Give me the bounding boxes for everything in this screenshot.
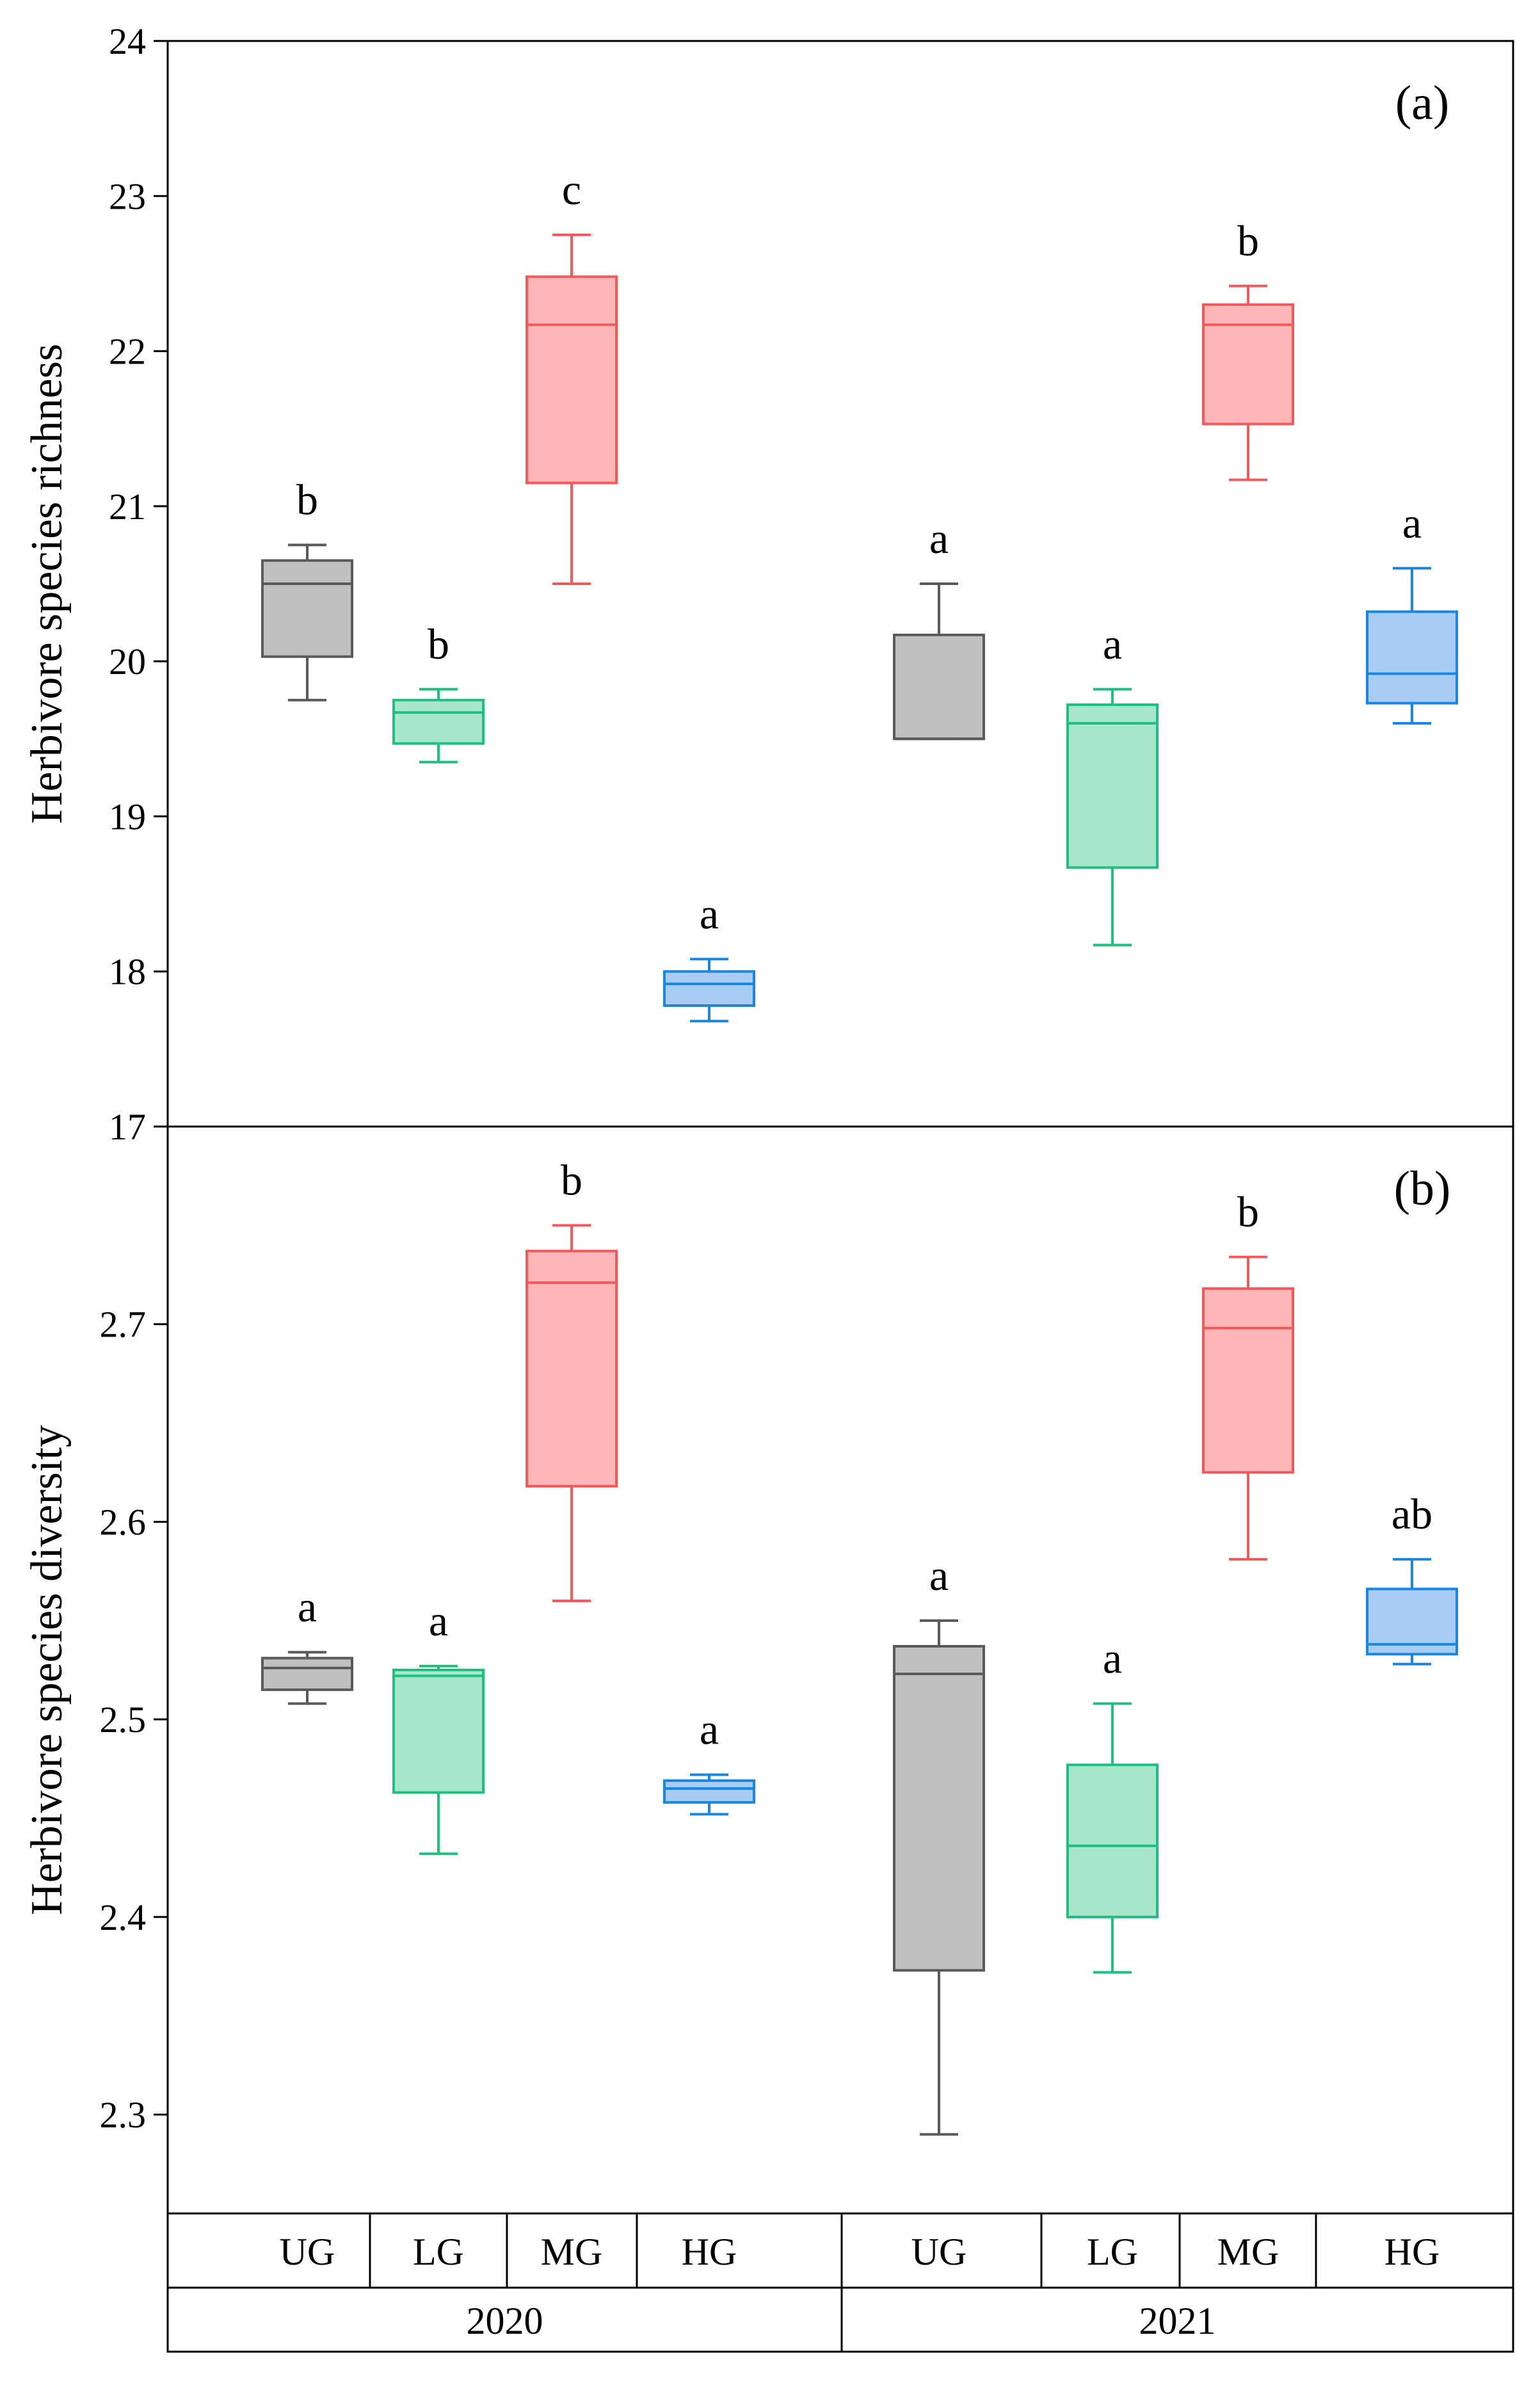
x-group-label: MG [1217,2231,1279,2273]
box-iqr [663,970,755,1007]
box-2020-hg: a [663,1705,755,1816]
box-2021-lg: a [1066,620,1159,947]
significance-letter: ab [1392,1489,1432,1538]
y-tick-label: 20 [109,641,146,682]
box-iqr [261,559,353,658]
box-iqr [663,1779,755,1804]
x-group-label: HG [1384,2231,1440,2273]
y-tick-label: 21 [109,486,146,527]
x-group-label: LG [1087,2231,1138,2273]
box-2020-ug: b [261,475,353,702]
significance-letter: a [1402,499,1422,547]
x-year-label: 2020 [467,2300,543,2342]
y-tick-label: 19 [109,796,146,837]
box-iqr [392,1669,485,1794]
significance-letter: b [428,620,449,668]
y-tick-label: 23 [109,175,146,217]
x-group-label: LG [413,2231,464,2273]
y-tick-label: 2.6 [100,1501,147,1543]
x-group-label: HG [682,2231,737,2273]
significance-letter: a [929,1551,949,1600]
y-tick-label: 2.3 [100,2094,147,2136]
significance-letter: b [296,475,318,524]
x-group-label: UG [911,2231,967,2273]
significance-letter: b [1237,216,1259,265]
box-iqr [1066,703,1159,869]
box-2021-mg: b [1202,1187,1294,1561]
y-axis-label: Herbivore species richness [22,344,72,824]
box-iqr [1202,1287,1294,1474]
significance-letter: a [1103,620,1122,668]
y-tick-label: 18 [109,951,146,993]
box-2021-hg: a [1366,499,1458,725]
x-axis-table: UG LG MG HG UG LG MG HG 2020 2021 [166,2212,1514,2353]
box-2020-lg: b [392,620,485,764]
panel-frame [166,40,1514,1128]
panel-frame [166,1125,1514,2215]
box-2021-lg: a [1066,1633,1159,1974]
box-2020-lg: a [392,1596,485,1856]
box-2020-ug: a [261,1582,353,1705]
significance-letter: b [561,1155,582,1204]
y-tick-label: 2.5 [100,1699,147,1740]
box-iqr [525,275,618,485]
x-group-label: MG [541,2231,603,2273]
panel-a: 17 18 19 20 21 22 23 24 Herbivore species richne… [22,20,1514,1148]
significance-letter: a [1103,1633,1122,1682]
box-iqr [525,1249,618,1488]
y-tick-label: 17 [109,1106,146,1148]
box-2021-hg: ab [1366,1489,1458,1666]
box-iqr [893,1644,985,1972]
panel-b: 2.3 2.4 2.5 2.6 2.7 Herbivore species diversi… [22,1125,1514,2215]
y-tick-label: 22 [109,331,146,373]
y-tick-label: 2.7 [100,1304,147,1345]
significance-letter: a [700,889,719,938]
box-iqr [261,1657,353,1691]
y-axis-label: Herbivore species diversity [22,1425,72,1915]
box-2021-mg: b [1202,216,1294,481]
box-iqr [392,698,485,745]
significance-letter: a [429,1596,448,1645]
box-2021-ug: a [893,514,985,741]
y-tick-label: 2.4 [100,1897,147,1938]
box-iqr [1066,1763,1159,1918]
significance-letter: a [929,514,949,563]
panel-label: (b) [1394,1162,1451,1216]
x-group-label: UG [280,2231,335,2273]
box-2020-mg: b [525,1155,618,1602]
box-2021-ug: a [893,1551,985,2136]
significance-letter: a [298,1582,317,1631]
significance-letter: a [700,1705,719,1754]
box-iqr [1202,303,1294,426]
x-axis-table-frame [166,2212,1514,2353]
box-iqr [893,633,985,741]
panel-label: (a) [1395,76,1449,130]
significance-letter: b [1237,1187,1259,1236]
box-2020-hg: a [663,889,755,1023]
x-year-label: 2021 [1139,2300,1216,2342]
box-iqr [1366,610,1458,705]
significance-letter: c [562,165,581,214]
y-tick-label: 24 [109,20,146,62]
box-2020-mg: c [525,165,618,585]
